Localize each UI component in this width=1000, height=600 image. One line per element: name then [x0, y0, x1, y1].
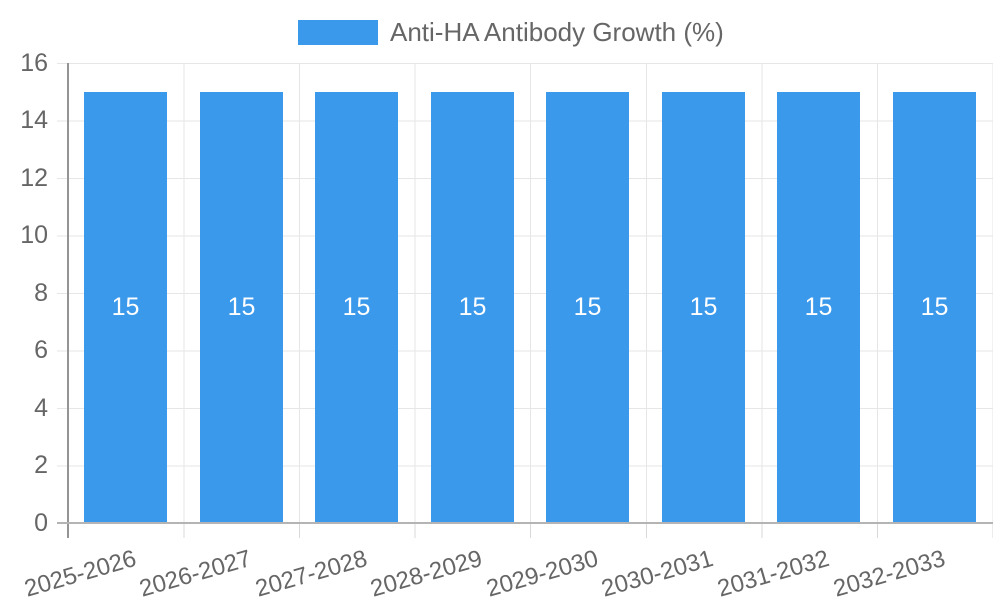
y-axis-tick-label: 4	[34, 394, 48, 422]
bar-value-label: 15	[920, 293, 949, 321]
y-axis-tick-label: 2	[34, 451, 48, 479]
bar-2027-2028: 15	[315, 92, 398, 523]
y-axis-tick-label: 10	[20, 221, 48, 249]
x-axis-label-2029-2030: 2029-2030	[483, 545, 602, 600]
x-axis-label-2026-2027: 2026-2027	[136, 545, 255, 600]
x-axis-tick-marks	[68, 524, 993, 538]
bar-value-label: 15	[458, 293, 487, 321]
y-axis-tick-label: 0	[34, 509, 48, 537]
bar-2025-2026: 15	[84, 92, 167, 523]
x-axis-label-2025-2026: 2025-2026	[21, 545, 140, 600]
bar-2026-2027: 15	[200, 92, 283, 523]
y-axis-tick-marks	[57, 63, 68, 524]
y-axis-tick-label: 6	[34, 336, 48, 364]
y-axis-tick-label: 8	[34, 279, 48, 307]
y-axis-tick-label: 14	[20, 106, 48, 134]
bar-2031-2032: 15	[777, 92, 860, 523]
x-axis-label-2031-2032: 2031-2032	[714, 545, 833, 600]
bar-2029-2030: 15	[546, 92, 629, 523]
bar-value-label: 15	[342, 293, 371, 321]
legend-label: Anti-HA Antibody Growth (%)	[390, 17, 724, 47]
bar-2028-2029: 15	[431, 92, 514, 523]
legend: Anti-HA Antibody Growth (%)	[298, 17, 724, 48]
bar-value-label: 15	[227, 293, 256, 321]
x-axis-label-2030-2031: 2030-2031	[598, 545, 717, 600]
legend-color-swatch	[298, 20, 378, 45]
bar-2032-2033: 15	[893, 92, 976, 523]
x-axis-line	[57, 522, 993, 524]
bar-2030-2031: 15	[662, 92, 745, 523]
y-axis-line	[67, 63, 69, 538]
x-axis-label-2027-2028: 2027-2028	[252, 545, 371, 600]
bar-value-label: 15	[573, 293, 602, 321]
bar-value-label: 15	[689, 293, 718, 321]
x-axis-label-2028-2029: 2028-2029	[367, 545, 486, 600]
y-axis-tick-label: 16	[20, 49, 48, 77]
y-axis-tick-label: 12	[20, 164, 48, 192]
legend-item[interactable]: Anti-HA Antibody Growth (%)	[298, 17, 724, 48]
x-axis-label-2032-2033: 2032-2033	[830, 545, 949, 600]
bar-value-label: 15	[111, 293, 140, 321]
bar-value-label: 15	[804, 293, 833, 321]
